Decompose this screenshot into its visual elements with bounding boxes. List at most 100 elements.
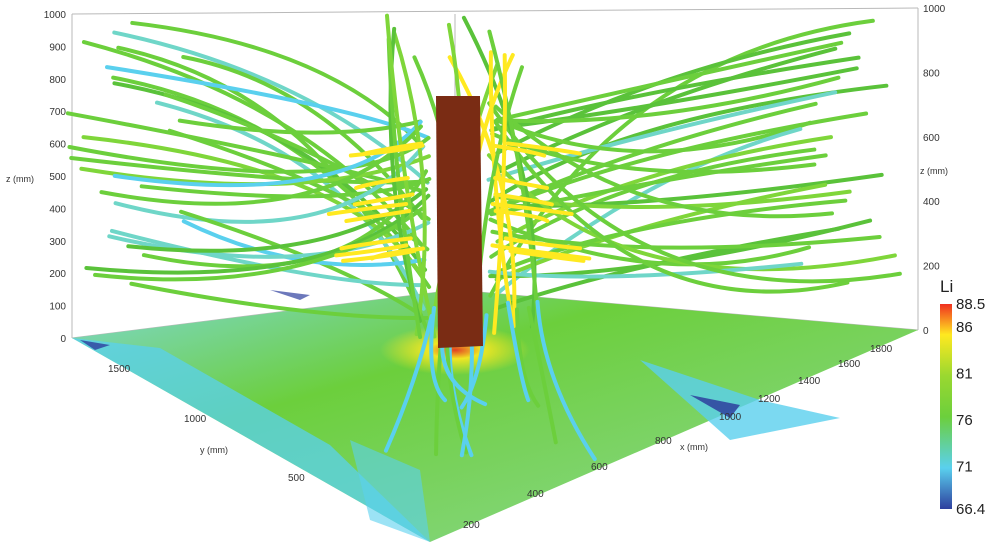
x-tick-label: 1600 xyxy=(838,359,861,370)
colorbar-tick-label: 71 xyxy=(956,458,973,475)
colorbar-ticks: 88.5 86 81 76 71 66.4 xyxy=(956,296,985,518)
streamline xyxy=(535,299,597,462)
streamline xyxy=(339,236,413,251)
z-tick-label: 800 xyxy=(923,68,940,79)
z-tick-label: 200 xyxy=(923,262,940,273)
streamline xyxy=(163,92,431,222)
streamline xyxy=(348,143,425,158)
y-tick-label: 1000 xyxy=(184,414,207,425)
streamline xyxy=(506,141,582,156)
x-tick-label: 400 xyxy=(527,489,544,500)
x-tick-label: 600 xyxy=(591,462,608,473)
y-axis-ticks: 1500 1000 500 xyxy=(108,364,305,484)
x-tick-label: 1800 xyxy=(870,344,893,355)
z-tick-label: 900 xyxy=(49,42,66,53)
streamline xyxy=(490,198,848,277)
z-axis-right-ticks: 0 200 400 600 800 1000 xyxy=(923,4,946,337)
x-axis-label: x (mm) xyxy=(680,442,708,452)
z-tick-label: 0 xyxy=(923,326,929,337)
streamline xyxy=(130,20,424,148)
streamline xyxy=(487,29,541,334)
streamline xyxy=(487,261,804,279)
x-tick-label: 200 xyxy=(463,520,480,531)
x-axis-ticks: 200 400 600 800 1000 1200 1400 1600 1800 xyxy=(463,344,893,531)
z-tick-label: 600 xyxy=(49,140,66,151)
y-tick-label: 500 xyxy=(288,473,305,484)
z-axis-left-ticks: 0 100 200 300 400 500 600 700 800 900 1000 xyxy=(44,10,67,345)
z-tick-label: 400 xyxy=(49,204,66,215)
colorbar-tick-label: 88.5 xyxy=(956,296,985,313)
streamline xyxy=(93,206,425,282)
streamline xyxy=(488,50,515,327)
z-tick-label: 400 xyxy=(923,197,940,208)
streamline xyxy=(105,65,430,140)
streamline xyxy=(459,313,489,410)
streamline xyxy=(493,209,550,224)
z-tick-label: 700 xyxy=(49,107,66,118)
streamline xyxy=(109,228,425,288)
x-tick-label: 1000 xyxy=(719,412,742,423)
y-tick-label: 1500 xyxy=(108,364,131,375)
colorbar-tick-label: 81 xyxy=(956,366,973,383)
z-tick-label: 500 xyxy=(49,172,66,183)
z-tick-label: 800 xyxy=(49,75,66,86)
streamline xyxy=(383,313,434,453)
streamline xyxy=(495,75,841,124)
streamline xyxy=(495,40,844,122)
streamline xyxy=(429,305,448,403)
colorbar: Li 88.5 86 81 76 71 66.4 xyxy=(940,277,985,518)
y-axis-label: y (mm) xyxy=(200,445,228,455)
streamline xyxy=(493,192,554,207)
streamline xyxy=(508,248,586,263)
streamline xyxy=(69,155,430,185)
streamline xyxy=(490,201,574,216)
streamlines xyxy=(65,13,902,462)
colorbar-title: Li xyxy=(940,277,953,296)
z-tick-label: 100 xyxy=(49,302,66,313)
z-tick-label: 1000 xyxy=(44,10,67,21)
colorbar-tick-label: 86 xyxy=(956,319,973,336)
z-tick-label: 300 xyxy=(49,237,66,248)
streamline xyxy=(326,201,409,216)
streamline xyxy=(392,31,427,337)
streamline xyxy=(107,220,431,259)
colorbar-tick-label: 66.4 xyxy=(956,501,985,518)
streamline xyxy=(490,143,547,158)
obstacle-block xyxy=(436,96,483,348)
streamline xyxy=(493,176,549,191)
streamline xyxy=(386,37,423,340)
streamline xyxy=(505,300,531,403)
streamline xyxy=(84,193,431,275)
streamline xyxy=(354,176,410,191)
streamline xyxy=(344,209,412,224)
z-tick-label: 0 xyxy=(60,334,66,345)
streamline xyxy=(116,45,430,333)
streamline xyxy=(334,243,409,258)
x-tick-label: 1400 xyxy=(798,376,821,387)
streamline xyxy=(177,118,423,135)
streamline xyxy=(67,135,431,174)
streamline xyxy=(493,104,834,219)
streamline xyxy=(341,248,417,263)
streamline xyxy=(490,243,558,258)
x-tick-label: 1200 xyxy=(758,394,781,405)
streamline xyxy=(129,281,432,321)
floor-surface xyxy=(72,290,918,542)
streamline xyxy=(112,119,423,188)
streamline xyxy=(526,305,558,445)
streamline xyxy=(492,53,507,335)
streamline xyxy=(514,307,541,408)
z-tick-label: 600 xyxy=(923,133,940,144)
z-axis-label-right: z (mm) xyxy=(920,166,948,176)
x-tick-label: 800 xyxy=(655,436,672,447)
streamline xyxy=(493,226,841,311)
streamline xyxy=(487,101,902,284)
streamline xyxy=(492,119,850,294)
z-tick-label: 1000 xyxy=(923,4,946,15)
colorbar-tick-label: 76 xyxy=(956,412,973,429)
streamline xyxy=(494,118,812,154)
z-axis-label-left: z (mm) xyxy=(6,174,34,184)
streamline xyxy=(503,236,583,251)
streamline xyxy=(352,192,415,207)
